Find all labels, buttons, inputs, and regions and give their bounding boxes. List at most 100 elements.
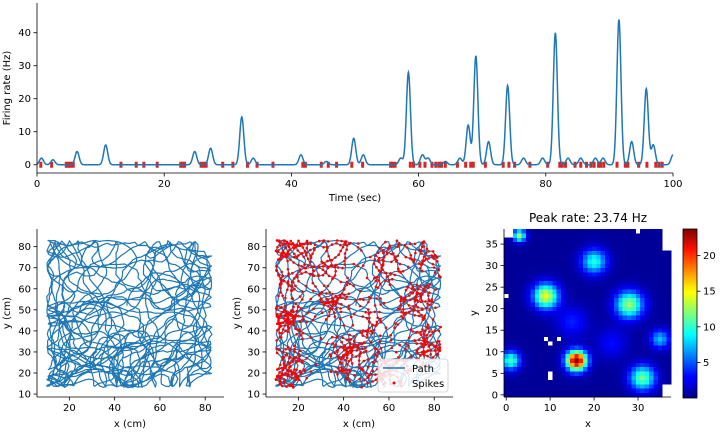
rate-map-cell	[644, 341, 650, 346]
spike-point	[309, 248, 312, 252]
spike-point	[281, 358, 284, 361]
spike-point	[409, 253, 413, 257]
rate-map-cell	[539, 336, 544, 342]
rate-map-cell	[569, 302, 575, 307]
spike-point	[422, 255, 426, 259]
rate-map-cell	[539, 267, 544, 273]
spike-point	[309, 370, 313, 373]
rate-map-cell	[583, 371, 588, 376]
rate-map-cell	[525, 254, 531, 260]
spike-point	[279, 306, 283, 310]
spike-point	[399, 271, 402, 274]
rate-map-cell	[609, 328, 615, 333]
spike-point	[428, 291, 431, 295]
firing-rate-line	[36, 19, 674, 166]
rate-map-cell	[561, 375, 566, 381]
rate-map-cell	[600, 379, 606, 385]
spike-point	[275, 239, 279, 242]
spike-point	[328, 310, 331, 314]
rate-map-cell	[512, 353, 518, 359]
rate-map-cell	[649, 254, 654, 260]
rate-map-cell	[569, 332, 575, 337]
rate-map-cell	[521, 366, 527, 372]
rate-map-cell	[649, 319, 654, 325]
spike-point	[375, 297, 378, 300]
rate-map-cell	[657, 332, 663, 337]
rate-map-cell	[556, 254, 562, 260]
rate-map-cell	[521, 241, 527, 247]
rate-map-cell	[627, 241, 632, 247]
rate-map-cell	[640, 297, 645, 303]
rate-map-cell	[543, 392, 549, 398]
rate-map-cell	[666, 263, 672, 269]
rate-map-cell	[627, 362, 632, 368]
spike-point	[281, 321, 285, 325]
rate-map-cell	[600, 259, 606, 264]
spike-point	[417, 338, 421, 342]
rate-map-cell	[556, 341, 562, 346]
rate-map-cell	[657, 392, 663, 398]
spike-point	[425, 306, 428, 310]
spike-point	[419, 266, 422, 270]
spike-point	[352, 335, 356, 338]
spike-point	[426, 354, 429, 358]
rate-map-cell	[543, 366, 549, 372]
rate-map-cell	[504, 379, 509, 385]
rate-map-cell	[539, 237, 544, 243]
rate-map-cell	[504, 384, 509, 389]
rate-map-cell	[627, 349, 632, 355]
rate-map-cell	[508, 293, 514, 299]
rate-map-cell	[578, 310, 584, 316]
rate-map-cell	[653, 332, 659, 337]
spike-point	[306, 311, 310, 314]
x-axis-label: x (cm)	[114, 419, 146, 430]
rate-map-cell	[653, 328, 659, 333]
rate-map-cell	[517, 328, 522, 333]
spike-point	[292, 323, 295, 327]
spike-point	[414, 296, 418, 299]
rate-map-cell	[635, 293, 641, 299]
spike-point	[423, 314, 427, 318]
rate-map-cell	[587, 233, 593, 238]
rate-map-cell	[622, 297, 628, 303]
rate-map-cell	[534, 254, 540, 260]
rate-map-cell	[574, 379, 580, 385]
spike-point	[364, 349, 368, 353]
rate-map-cell	[569, 366, 575, 372]
rate-map-cell	[600, 358, 606, 363]
rate-map-cell	[662, 362, 667, 368]
rate-map-cell	[635, 388, 641, 393]
rate-map-cell	[587, 241, 593, 247]
spike-point	[415, 283, 419, 287]
rate-map-cell	[583, 323, 588, 329]
spike-point	[416, 306, 420, 309]
spike-point	[319, 298, 322, 301]
rate-map-cell	[640, 302, 645, 307]
spike-mark	[255, 161, 259, 168]
rate-map-cell	[578, 306, 584, 312]
rate-map-cell	[561, 267, 566, 273]
spike-point	[336, 297, 340, 300]
rate-map-cell	[600, 293, 606, 299]
rate-map-cell	[583, 310, 588, 316]
spike-point	[281, 373, 285, 377]
spike-point	[374, 373, 377, 376]
rate-map-cell	[640, 241, 645, 247]
rate-map-cell	[609, 349, 615, 355]
spike-mark	[39, 161, 43, 168]
spike-point	[305, 356, 309, 360]
spike-point	[382, 249, 385, 252]
spike-point	[306, 264, 310, 267]
x-tick-label: 40	[337, 403, 350, 414]
rate-map-cell	[583, 345, 588, 350]
rate-map-cell	[565, 323, 571, 329]
rate-map-cell	[578, 375, 584, 381]
spike-point	[367, 320, 371, 324]
rate-map-cell	[512, 259, 518, 264]
rate-map-cell	[552, 250, 558, 256]
rate-map-cell	[543, 310, 549, 316]
rate-map-cell	[583, 328, 588, 333]
spike-point	[430, 342, 434, 346]
spike-point	[436, 260, 439, 263]
rate-map-cell	[653, 246, 659, 251]
